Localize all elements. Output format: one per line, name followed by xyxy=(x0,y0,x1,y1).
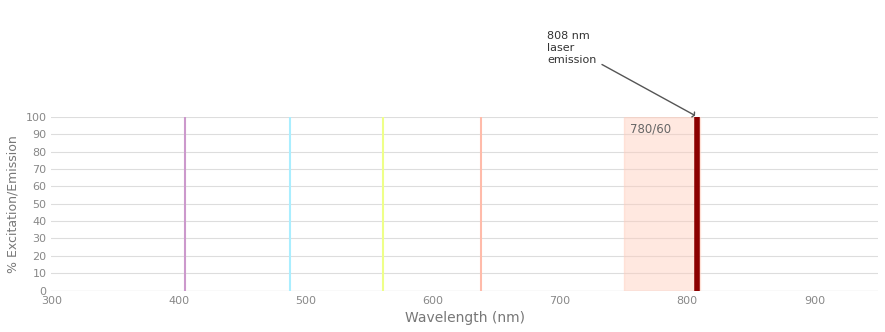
Bar xyxy=(624,117,700,290)
Text: 808 nm
laser
emission: 808 nm laser emission xyxy=(548,32,695,117)
X-axis label: Wavelength (nm): Wavelength (nm) xyxy=(404,311,525,325)
Y-axis label: % Excitation/Emission: % Excitation/Emission xyxy=(7,135,20,273)
Text: 780/60: 780/60 xyxy=(630,122,671,135)
